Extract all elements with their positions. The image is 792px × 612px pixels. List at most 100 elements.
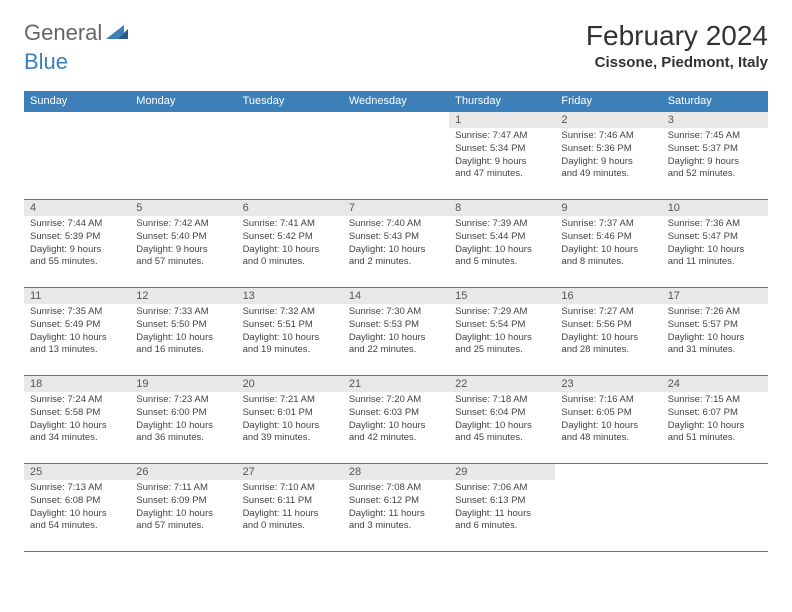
day-details: Sunrise: 7:32 AMSunset: 5:51 PMDaylight:…	[237, 304, 343, 361]
day-sunset: Sunset: 6:03 PM	[349, 407, 443, 420]
day-sunset: Sunset: 5:46 PM	[561, 231, 655, 244]
day-daylight2: and 57 minutes.	[136, 256, 230, 269]
day-daylight1: Daylight: 10 hours	[455, 332, 549, 345]
day-header-monday: Monday	[130, 91, 236, 112]
day-details: Sunrise: 7:06 AMSunset: 6:13 PMDaylight:…	[449, 480, 555, 537]
day-sunset: Sunset: 6:05 PM	[561, 407, 655, 420]
day-daylight1: Daylight: 9 hours	[136, 244, 230, 257]
day-daylight1: Daylight: 11 hours	[349, 508, 443, 521]
day-sunset: Sunset: 5:56 PM	[561, 319, 655, 332]
day-sunrise: Sunrise: 7:47 AM	[455, 130, 549, 143]
day-daylight1: Daylight: 10 hours	[349, 244, 443, 257]
day-daylight2: and 45 minutes.	[455, 432, 549, 445]
week-row: 18Sunrise: 7:24 AMSunset: 5:58 PMDayligh…	[24, 376, 768, 464]
day-sunset: Sunset: 5:51 PM	[243, 319, 337, 332]
day-sunset: Sunset: 5:43 PM	[349, 231, 443, 244]
day-details: Sunrise: 7:13 AMSunset: 6:08 PMDaylight:…	[24, 480, 130, 537]
day-details: Sunrise: 7:42 AMSunset: 5:40 PMDaylight:…	[130, 216, 236, 273]
day-header-tuesday: Tuesday	[237, 91, 343, 112]
day-details: Sunrise: 7:10 AMSunset: 6:11 PMDaylight:…	[237, 480, 343, 537]
day-sunrise: Sunrise: 7:11 AM	[136, 482, 230, 495]
day-daylight1: Daylight: 10 hours	[561, 244, 655, 257]
day-number: 11	[24, 288, 130, 304]
day-daylight2: and 6 minutes.	[455, 520, 549, 533]
day-sunset: Sunset: 6:11 PM	[243, 495, 337, 508]
day-details: Sunrise: 7:18 AMSunset: 6:04 PMDaylight:…	[449, 392, 555, 449]
day-daylight1: Daylight: 10 hours	[668, 332, 762, 345]
day-daylight2: and 22 minutes.	[349, 344, 443, 357]
day-details: Sunrise: 7:20 AMSunset: 6:03 PMDaylight:…	[343, 392, 449, 449]
month-title: February 2024	[586, 20, 768, 52]
day-number: 6	[237, 200, 343, 216]
day-header-saturday: Saturday	[662, 91, 768, 112]
day-cell: 14Sunrise: 7:30 AMSunset: 5:53 PMDayligh…	[343, 288, 449, 376]
day-sunrise: Sunrise: 7:33 AM	[136, 306, 230, 319]
day-number: 26	[130, 464, 236, 480]
day-sunrise: Sunrise: 7:36 AM	[668, 218, 762, 231]
day-sunrise: Sunrise: 7:45 AM	[668, 130, 762, 143]
day-daylight2: and 34 minutes.	[30, 432, 124, 445]
day-cell	[343, 112, 449, 200]
day-daylight2: and 0 minutes.	[243, 256, 337, 269]
day-sunrise: Sunrise: 7:35 AM	[30, 306, 124, 319]
day-cell: 25Sunrise: 7:13 AMSunset: 6:08 PMDayligh…	[24, 464, 130, 552]
day-daylight2: and 52 minutes.	[668, 168, 762, 181]
day-daylight2: and 5 minutes.	[455, 256, 549, 269]
day-daylight1: Daylight: 10 hours	[30, 332, 124, 345]
day-details: Sunrise: 7:44 AMSunset: 5:39 PMDaylight:…	[24, 216, 130, 273]
day-sunrise: Sunrise: 7:13 AM	[30, 482, 124, 495]
day-sunrise: Sunrise: 7:30 AM	[349, 306, 443, 319]
day-number: 4	[24, 200, 130, 216]
day-sunset: Sunset: 5:39 PM	[30, 231, 124, 244]
day-number: 22	[449, 376, 555, 392]
day-header-row: SundayMondayTuesdayWednesdayThursdayFrid…	[24, 91, 768, 112]
day-cell: 24Sunrise: 7:15 AMSunset: 6:07 PMDayligh…	[662, 376, 768, 464]
day-daylight2: and 48 minutes.	[561, 432, 655, 445]
day-daylight1: Daylight: 10 hours	[30, 508, 124, 521]
day-cell: 15Sunrise: 7:29 AMSunset: 5:54 PMDayligh…	[449, 288, 555, 376]
day-sunset: Sunset: 5:42 PM	[243, 231, 337, 244]
day-daylight1: Daylight: 10 hours	[136, 508, 230, 521]
week-row: 11Sunrise: 7:35 AMSunset: 5:49 PMDayligh…	[24, 288, 768, 376]
day-daylight2: and 25 minutes.	[455, 344, 549, 357]
day-cell: 22Sunrise: 7:18 AMSunset: 6:04 PMDayligh…	[449, 376, 555, 464]
day-sunrise: Sunrise: 7:06 AM	[455, 482, 549, 495]
day-daylight2: and 16 minutes.	[136, 344, 230, 357]
day-details: Sunrise: 7:36 AMSunset: 5:47 PMDaylight:…	[662, 216, 768, 273]
day-sunrise: Sunrise: 7:32 AM	[243, 306, 337, 319]
day-number: 2	[555, 112, 661, 128]
day-sunrise: Sunrise: 7:24 AM	[30, 394, 124, 407]
day-number: 29	[449, 464, 555, 480]
day-sunset: Sunset: 5:40 PM	[136, 231, 230, 244]
day-sunset: Sunset: 6:13 PM	[455, 495, 549, 508]
day-cell: 9Sunrise: 7:37 AMSunset: 5:46 PMDaylight…	[555, 200, 661, 288]
day-daylight1: Daylight: 11 hours	[243, 508, 337, 521]
day-details: Sunrise: 7:45 AMSunset: 5:37 PMDaylight:…	[662, 128, 768, 185]
day-number: 18	[24, 376, 130, 392]
day-number: 25	[24, 464, 130, 480]
day-daylight2: and 47 minutes.	[455, 168, 549, 181]
day-sunrise: Sunrise: 7:46 AM	[561, 130, 655, 143]
day-details: Sunrise: 7:15 AMSunset: 6:07 PMDaylight:…	[662, 392, 768, 449]
day-daylight1: Daylight: 9 hours	[30, 244, 124, 257]
day-cell: 8Sunrise: 7:39 AMSunset: 5:44 PMDaylight…	[449, 200, 555, 288]
day-sunrise: Sunrise: 7:26 AM	[668, 306, 762, 319]
day-details: Sunrise: 7:23 AMSunset: 6:00 PMDaylight:…	[130, 392, 236, 449]
day-daylight1: Daylight: 10 hours	[349, 332, 443, 345]
day-sunrise: Sunrise: 7:27 AM	[561, 306, 655, 319]
day-sunrise: Sunrise: 7:21 AM	[243, 394, 337, 407]
day-number: 19	[130, 376, 236, 392]
day-cell: 7Sunrise: 7:40 AMSunset: 5:43 PMDaylight…	[343, 200, 449, 288]
day-daylight2: and 42 minutes.	[349, 432, 443, 445]
day-daylight2: and 36 minutes.	[136, 432, 230, 445]
calendar-table: SundayMondayTuesdayWednesdayThursdayFrid…	[24, 91, 768, 552]
day-details: Sunrise: 7:24 AMSunset: 5:58 PMDaylight:…	[24, 392, 130, 449]
day-cell: 4Sunrise: 7:44 AMSunset: 5:39 PMDaylight…	[24, 200, 130, 288]
day-sunrise: Sunrise: 7:40 AM	[349, 218, 443, 231]
day-number: 21	[343, 376, 449, 392]
day-sunrise: Sunrise: 7:41 AM	[243, 218, 337, 231]
day-details: Sunrise: 7:29 AMSunset: 5:54 PMDaylight:…	[449, 304, 555, 361]
day-daylight1: Daylight: 10 hours	[668, 244, 762, 257]
day-sunrise: Sunrise: 7:16 AM	[561, 394, 655, 407]
day-number: 28	[343, 464, 449, 480]
